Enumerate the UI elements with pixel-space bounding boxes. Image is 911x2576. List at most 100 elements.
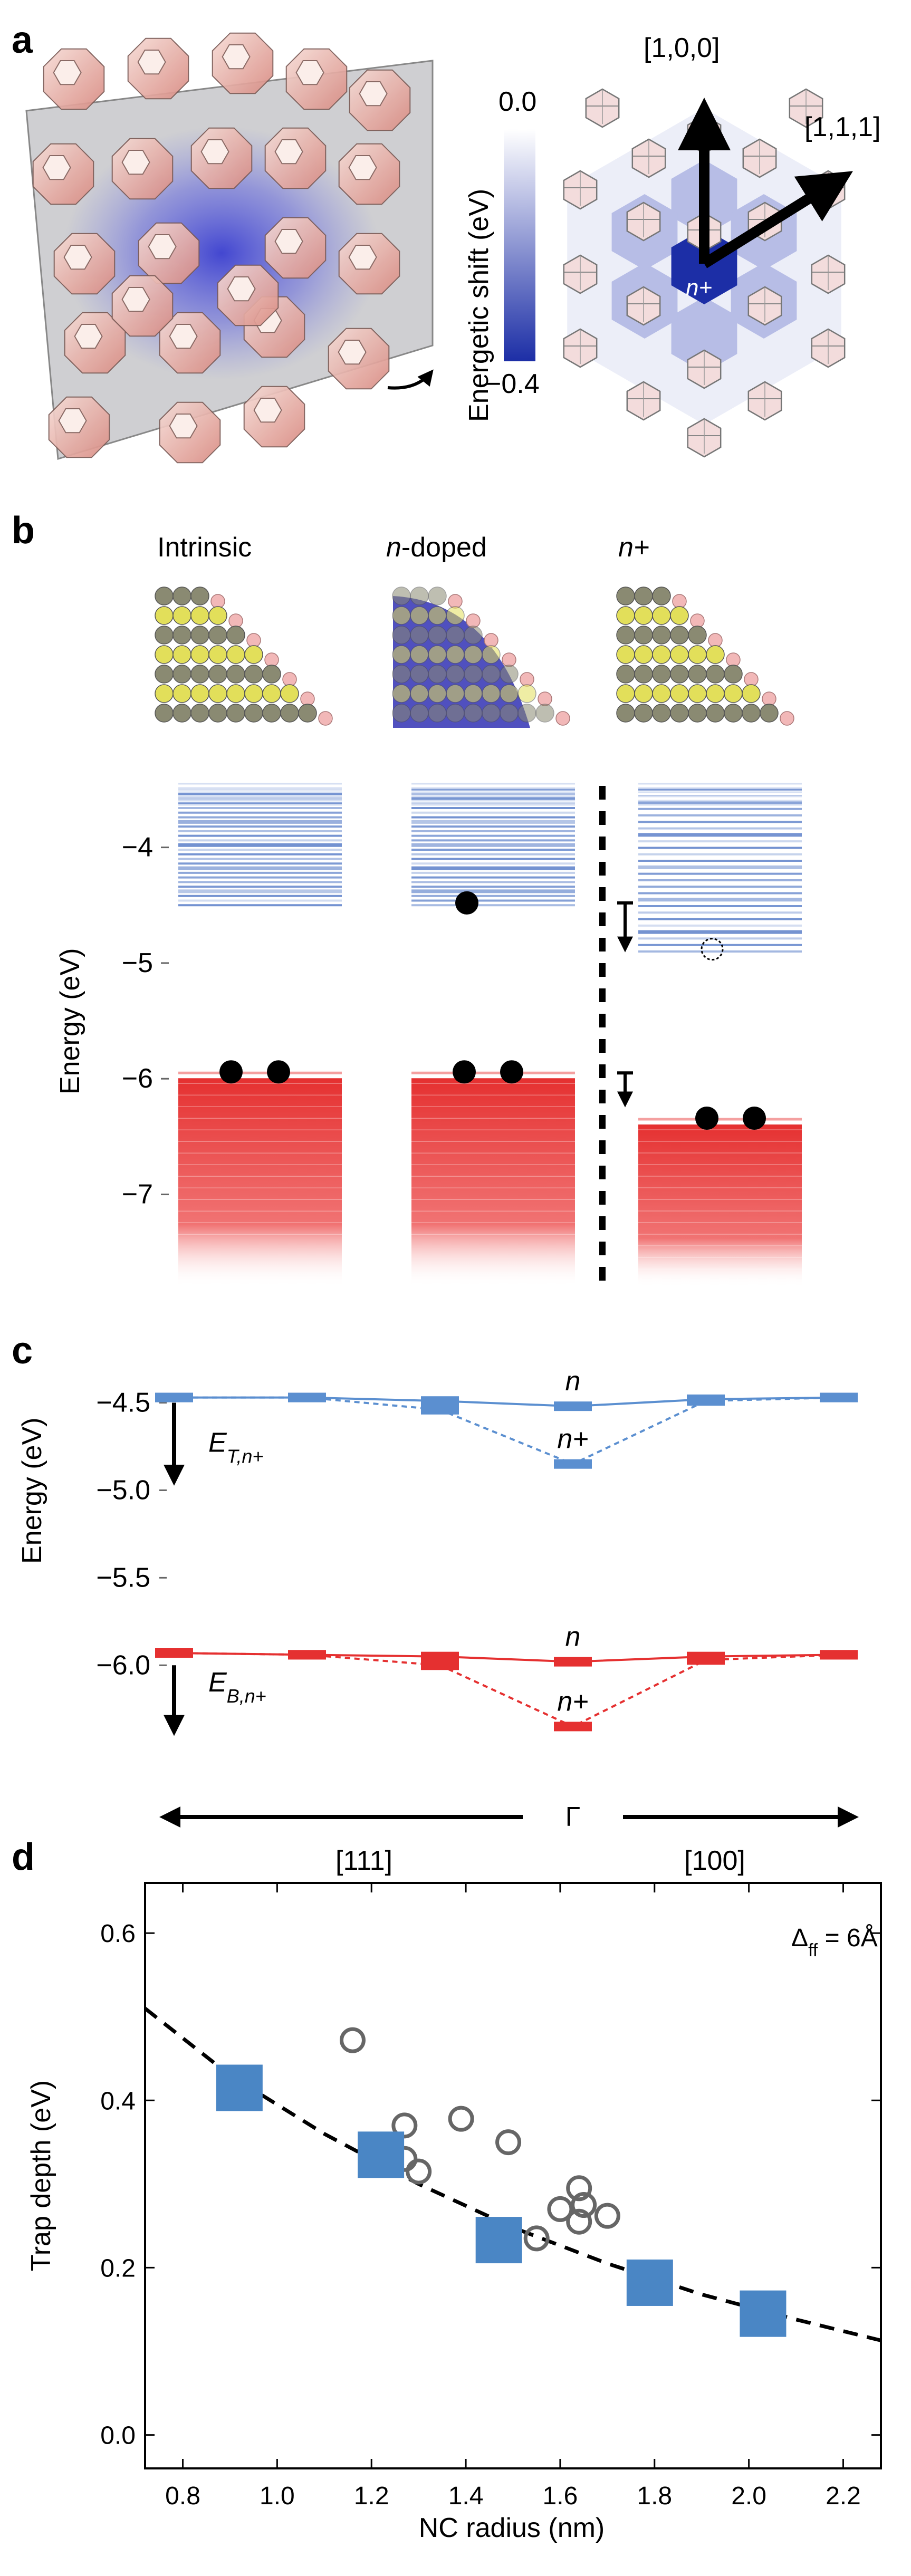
- atom: [298, 704, 317, 723]
- level-marker: [820, 1650, 858, 1660]
- level-marker: [155, 1392, 193, 1402]
- series-line-2: [174, 1652, 839, 1663]
- atom: [616, 665, 635, 684]
- circle-point: [495, 2129, 522, 2156]
- atom: [226, 626, 245, 645]
- atom: [670, 665, 689, 684]
- atom: [392, 645, 411, 664]
- truncated-octahedron: [159, 401, 221, 464]
- valence-band: [178, 1078, 342, 1287]
- atom: [482, 684, 501, 703]
- empty-state: [701, 938, 724, 961]
- atom: [464, 626, 483, 645]
- atom: [446, 704, 465, 723]
- h-atom: [282, 672, 297, 687]
- label-nplus-bottom: n+: [557, 1686, 588, 1717]
- atom: [410, 645, 429, 664]
- atom: [262, 684, 281, 703]
- valence-band: [411, 1078, 575, 1287]
- atom: [688, 626, 707, 645]
- level-marker: [288, 1392, 326, 1402]
- h-atom: [502, 652, 516, 667]
- atom: [652, 645, 671, 664]
- atom: [410, 684, 429, 703]
- atom: [428, 606, 447, 625]
- surface-atom-stack: [392, 587, 570, 728]
- square-point: [626, 2259, 673, 2306]
- mini-crystal-icon: [687, 418, 722, 458]
- crystal-array: [32, 32, 411, 464]
- atom: [535, 704, 554, 723]
- mini-crystal-icon: [585, 88, 620, 128]
- mini-crystal-icon: [789, 88, 823, 128]
- y-tick-label: −5.0: [96, 1475, 150, 1505]
- atom: [226, 645, 245, 664]
- atom: [208, 645, 227, 664]
- atom: [155, 665, 174, 684]
- projection-map: [1,0,0] [1,1,1] n+: [563, 33, 881, 458]
- direction-100-label: [1,0,0]: [644, 33, 720, 63]
- h-atom: [708, 633, 723, 648]
- atom: [706, 684, 725, 703]
- truncated-octahedron: [159, 312, 221, 374]
- circle-point: [594, 2203, 620, 2229]
- direction-111-arrow: [701, 171, 853, 268]
- atom: [517, 684, 536, 703]
- trap-depth-plot: NC radius (nm) Trap depth (eV) Δff = 6Å …: [26, 1882, 882, 2543]
- atom: [244, 645, 263, 664]
- atom: [652, 587, 671, 605]
- electron: [695, 1106, 718, 1130]
- atom: [226, 665, 245, 684]
- atom: [446, 626, 465, 645]
- atom: [464, 684, 483, 703]
- atom: [172, 587, 191, 605]
- surface-atom-stack: [616, 587, 794, 726]
- truncated-octahedron: [111, 275, 174, 337]
- level-marker: [421, 1405, 459, 1415]
- direction-111-label: [1,1,1]: [804, 112, 881, 142]
- atom: [190, 645, 209, 664]
- atom: [155, 684, 174, 703]
- level-marker: [554, 1459, 592, 1469]
- gamma-label: Γ: [565, 1802, 581, 1832]
- atom: [634, 626, 653, 645]
- truncated-octahedron: [53, 233, 116, 295]
- circle-point: [566, 2175, 592, 2202]
- circle-point: [523, 2225, 550, 2252]
- atom: [670, 606, 689, 625]
- surface-atom-renders: [155, 587, 794, 728]
- electron: [453, 1060, 476, 1084]
- direction-111-label: [111]: [335, 1846, 392, 1876]
- atom: [634, 606, 653, 625]
- y-tick-label: 0.0: [100, 2422, 136, 2450]
- y-axis-label: Energy (eV): [17, 1418, 47, 1564]
- h-atom: [538, 691, 552, 706]
- h-atom: [672, 594, 687, 609]
- label-ET: ET,n+: [208, 1428, 263, 1467]
- mini-crystal-icon: [747, 286, 782, 326]
- mini-crystal-icon: [626, 286, 661, 326]
- h-atom: [780, 711, 794, 726]
- mini-crystal-icon: [563, 254, 598, 294]
- atom: [742, 684, 761, 703]
- atom: [262, 665, 281, 684]
- level-marker: [554, 1722, 592, 1732]
- center-nplus-label: n+: [686, 275, 712, 301]
- label-n-top: n: [565, 1366, 581, 1397]
- plot-frame: [144, 1882, 882, 2469]
- atom: [428, 645, 447, 664]
- atom: [190, 626, 209, 645]
- atom: [262, 704, 281, 723]
- atom: [446, 665, 465, 684]
- atom: [464, 665, 483, 684]
- column-label-n-doped: n-doped: [386, 532, 487, 563]
- atom: [410, 606, 429, 625]
- series-line-3: [174, 1652, 839, 1728]
- atom: [172, 704, 191, 723]
- atom: [392, 626, 411, 645]
- h-atom: [300, 691, 315, 706]
- x-tick-label: 2.0: [731, 2482, 766, 2510]
- truncated-octahedron: [212, 32, 274, 94]
- x-tick-label: 0.8: [165, 2482, 200, 2510]
- level-marker: [554, 1657, 592, 1667]
